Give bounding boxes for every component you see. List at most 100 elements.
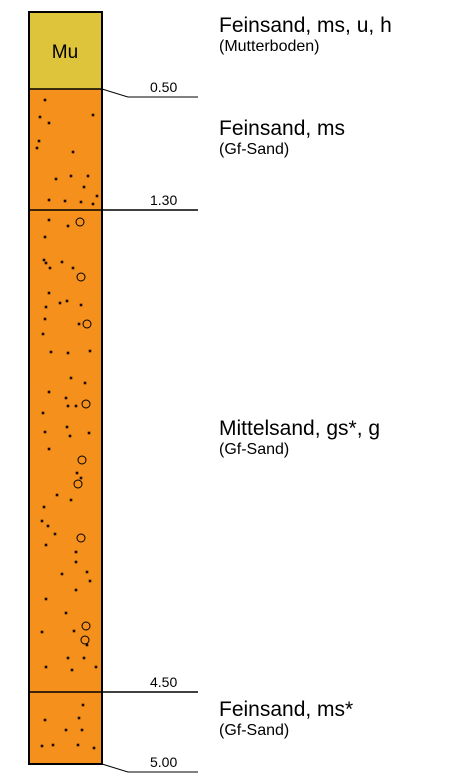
sand-grain-mark [65, 425, 69, 429]
sand-grain-mark [74, 404, 78, 408]
layer-description-medium-sand: Mittelsand, gs*, g (Gf-Sand) [219, 417, 380, 459]
boundary-leader-5-00 [101, 763, 129, 773]
sand-grain-mark [68, 434, 72, 438]
boundary-leader-0-50 [101, 88, 129, 98]
sand-grain-mark [77, 322, 81, 326]
sand-grain-mark [75, 471, 79, 475]
layer-description-fine-sand-2: Feinsand, ms* (Gf-Sand) [219, 698, 353, 740]
gravel-mark [82, 319, 92, 329]
sand-grain-mark [69, 498, 73, 502]
layer-medium-sand [29, 210, 102, 692]
sand-grain-mark [58, 301, 62, 305]
sand-grain-mark [66, 351, 70, 355]
gravel-mark [81, 621, 91, 631]
layer-fine-sand-1 [29, 89, 102, 210]
sand-grain-mark [47, 121, 51, 125]
sand-grain-mark [79, 200, 83, 204]
layer-symbol-mu: Mu [52, 42, 78, 63]
sand-grain-mark [82, 656, 86, 660]
sand-grain-mark [85, 643, 89, 647]
soil-note: (Gf-Sand) [219, 441, 290, 458]
sand-grain-mark [64, 611, 68, 615]
sand-grain-mark [74, 550, 78, 554]
depth-label-5-00: 5.00 [150, 754, 178, 770]
sand-grain-mark [47, 390, 51, 394]
soil-note: (Gf-Sand) [219, 722, 290, 739]
sand-grain-mark [65, 299, 69, 303]
sand-grain-mark [91, 113, 95, 117]
sand-grain-mark [94, 665, 98, 669]
sand-grain-mark [41, 411, 45, 415]
sand-grain-mark [74, 560, 78, 564]
sand-grain-mark [47, 198, 51, 202]
sand-grain-mark [42, 505, 46, 509]
sand-grain-mark [48, 266, 52, 270]
layer-topsoil [29, 12, 102, 89]
sand-grain-mark [71, 266, 75, 270]
depth-label-4-50: 4.50 [150, 674, 178, 690]
gravel-mark [73, 479, 83, 489]
sand-grain-mark [38, 115, 42, 119]
sand-grain-mark [88, 349, 92, 353]
sand-grain-mark [35, 146, 39, 150]
sand-grain-mark [72, 629, 76, 633]
sand-grain-mark [66, 656, 70, 660]
sand-grain-mark [49, 350, 53, 354]
sand-grain-mark [43, 718, 47, 722]
sand-grain-mark [47, 291, 51, 295]
gravel-mark [81, 399, 91, 409]
sand-grain-mark [44, 261, 48, 265]
sand-grain-mark [51, 743, 55, 747]
sand-grain-mark [37, 139, 41, 143]
sand-grain-mark [69, 376, 73, 380]
gravel-mark [76, 272, 86, 282]
sand-grain-mark [53, 532, 57, 536]
sand-grain-mark [55, 493, 59, 497]
layer-description-topsoil: Feinsand, ms, u, h (Mutterboden) [219, 14, 392, 56]
sand-grain-mark [64, 728, 68, 732]
sand-grain-mark [76, 743, 80, 747]
sand-grain-mark [41, 332, 45, 336]
sand-grain-mark [40, 630, 44, 634]
layer-description-fine-sand-1: Feinsand, ms (Gf-Sand) [219, 117, 345, 159]
depth-label-1-30: 1.30 [150, 192, 178, 208]
sand-grain-mark [47, 447, 51, 451]
sand-grain-mark [85, 570, 89, 574]
sand-grain-mark [66, 224, 70, 228]
sand-grain-mark [70, 668, 74, 672]
sand-grain-mark [77, 716, 81, 720]
gravel-mark [75, 217, 85, 227]
sand-grain-mark [43, 430, 47, 434]
sand-grain-mark [47, 218, 51, 222]
sand-grain-mark [95, 194, 99, 198]
column-outline [28, 11, 103, 765]
sand-grain-mark [43, 235, 47, 239]
sand-pattern-marks [35, 98, 99, 750]
sand-grain-mark [80, 728, 84, 732]
soil-description: Feinsand, ms, u, h [219, 14, 392, 37]
sand-grain-mark [66, 404, 70, 408]
sand-grain-mark [42, 258, 46, 262]
soil-note: (Gf-Sand) [219, 141, 290, 158]
sand-grain-mark [69, 174, 73, 178]
sand-grain-mark [81, 703, 85, 707]
sand-grain-mark [83, 381, 87, 385]
gravel-mark [76, 533, 86, 543]
depth-label-0-50: 0.50 [150, 79, 178, 95]
sand-grain-mark [43, 98, 47, 102]
sand-grain-mark [44, 597, 48, 601]
sand-grain-mark [43, 317, 47, 321]
sand-grain-mark [60, 260, 64, 264]
sand-grain-mark [79, 476, 83, 480]
sand-grain-mark [60, 572, 64, 576]
soil-description: Feinsand, ms* [219, 698, 354, 721]
sand-grain-mark [92, 746, 96, 750]
gravel-mark [77, 455, 87, 465]
soil-description: Mittelsand, gs*, g [219, 417, 381, 440]
sand-grain-mark [44, 665, 48, 669]
sand-grain-mark [40, 519, 44, 523]
sand-grain-mark [71, 150, 75, 154]
soil-description: Feinsand, ms [219, 117, 346, 140]
sand-grain-mark [87, 431, 91, 435]
